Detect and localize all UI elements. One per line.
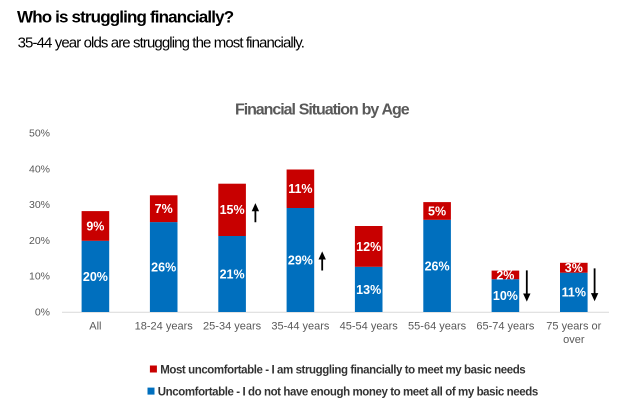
svg-text:Financial Situation by Age: Financial Situation by Age <box>235 102 410 119</box>
svg-text:11%: 11% <box>562 286 586 300</box>
svg-text:18-24 years: 18-24 years <box>135 320 194 332</box>
svg-text:All: All <box>89 320 101 332</box>
svg-text:10%: 10% <box>493 289 518 303</box>
svg-text:11%: 11% <box>288 182 312 196</box>
svg-text:Most uncomfortable - I am stru: Most uncomfortable - I am struggling fin… <box>160 365 525 377</box>
svg-text:75 years or: 75 years or <box>546 320 601 332</box>
svg-text:50%: 50% <box>29 128 50 140</box>
svg-text:10%: 10% <box>29 271 50 283</box>
svg-text:26%: 26% <box>425 259 450 273</box>
svg-text:30%: 30% <box>29 199 50 211</box>
svg-text:12%: 12% <box>356 240 381 254</box>
svg-text:2%: 2% <box>496 268 514 282</box>
svg-text:21%: 21% <box>220 267 245 281</box>
svg-text:5%: 5% <box>428 204 446 218</box>
svg-text:25-34 years: 25-34 years <box>203 320 262 332</box>
svg-text:15%: 15% <box>220 203 245 217</box>
svg-text:13%: 13% <box>356 283 381 297</box>
svg-text:9%: 9% <box>86 219 104 233</box>
svg-text:35-44 years: 35-44 years <box>271 320 330 332</box>
svg-text:Uncomfortable - I do not have: Uncomfortable - I do not have enough mon… <box>158 387 538 399</box>
svg-text:over: over <box>563 334 585 346</box>
svg-text:7%: 7% <box>155 202 173 216</box>
svg-text:29%: 29% <box>288 253 313 267</box>
svg-text:55-64 years: 55-64 years <box>408 320 467 332</box>
svg-text:20%: 20% <box>29 235 50 247</box>
svg-text:45-54 years: 45-54 years <box>340 320 399 332</box>
svg-text:3%: 3% <box>565 261 583 275</box>
svg-text:20%: 20% <box>83 270 108 284</box>
svg-text:40%: 40% <box>29 163 50 175</box>
svg-text:Who is struggling financially?: Who is struggling financially? <box>17 7 234 26</box>
svg-text:35-44 year olds are struggling: 35-44 year olds are struggling the most … <box>18 34 304 51</box>
svg-text:0%: 0% <box>35 307 50 319</box>
svg-text:26%: 26% <box>151 260 176 274</box>
svg-text:65-74 years: 65-74 years <box>476 320 535 332</box>
